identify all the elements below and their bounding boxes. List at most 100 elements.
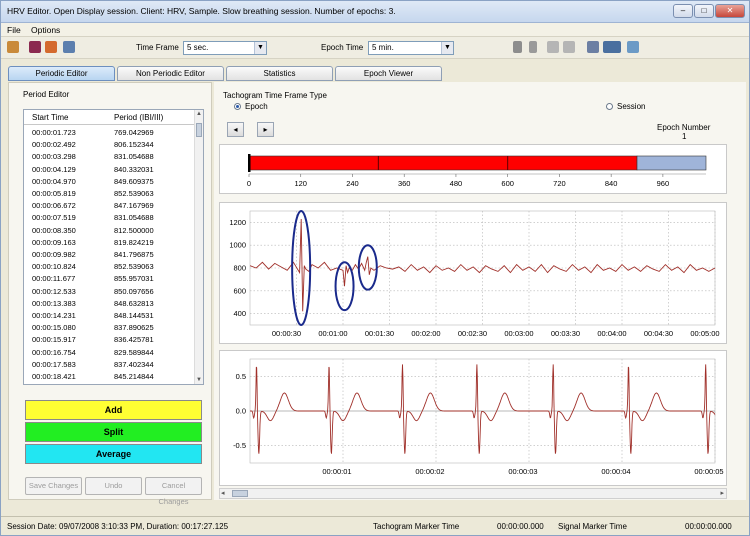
session-radio[interactable] [606, 103, 613, 110]
table-row[interactable]: 00:00:04.970 849.609375 [24, 175, 195, 188]
table-row[interactable]: 00:00:02.492 806.152344 [24, 138, 195, 151]
scroll-up-icon[interactable]: ▲ [196, 111, 202, 117]
epoch-radio[interactable] [234, 103, 241, 110]
tab-non-periodic-editor[interactable]: Non Periodic Editor [117, 66, 224, 81]
time-frame-label: Time Frame [136, 43, 179, 52]
tachogram-x-tick-label: 00:01:30 [365, 329, 394, 338]
tab-statistics[interactable]: Statistics [226, 66, 333, 81]
period-cell: 845.214844 [114, 372, 154, 381]
table-row[interactable]: 00:00:09.163 819.824219 [24, 236, 195, 249]
signal-scrollbar[interactable]: ◂ ▸ [219, 488, 727, 499]
epoch-radio-label: Epoch [245, 102, 268, 111]
start-time-cell: 00:00:03.298 [32, 152, 76, 162]
period-cell: 836.425781 [114, 335, 154, 345]
ecg-x-tick-label: 00:00:05 [694, 467, 723, 476]
save-changes-button[interactable]: Save Changes [25, 477, 82, 495]
start-time-cell: 00:00:15.080 [32, 323, 76, 333]
start-time-cell: 00:00:17.583 [32, 359, 76, 369]
menu-options[interactable]: Options [31, 25, 61, 35]
table-row[interactable]: 00:00:14.231 848.144531 [24, 309, 195, 322]
table-row[interactable]: 00:00:11.677 855.957031 [24, 272, 195, 285]
chart-icon[interactable] [587, 41, 599, 53]
scrollbar-thumb[interactable] [196, 123, 202, 137]
cursor-icon[interactable] [529, 41, 537, 53]
tachogram-y-tick-label: 1200 [229, 218, 246, 227]
table-row[interactable]: 00:00:05.819 852.539063 [24, 187, 195, 200]
table-row[interactable]: 00:00:13.383 848.632813 [24, 297, 195, 310]
start-time-cell: 00:00:02.492 [32, 140, 76, 150]
time-frame-value: 5 sec. [187, 43, 209, 52]
scroll-left-icon[interactable]: ◂ [221, 490, 225, 497]
menu-file[interactable]: File [7, 25, 21, 35]
table-row[interactable]: 00:00:15.080 837.890625 [24, 321, 195, 334]
tachogram-y-tick-label: 800 [233, 264, 246, 273]
period-cell: 837.890625 [114, 323, 154, 333]
epoch-time-select[interactable]: 5 min. ▼ [368, 41, 454, 55]
average-button[interactable]: Average [25, 444, 202, 464]
cancel-changes-button[interactable]: Cancel Changes [145, 477, 202, 506]
column-period[interactable]: Period (IBI/III) [114, 113, 164, 122]
period-cell: 850.097656 [114, 286, 154, 296]
tachogram-y-tick-label: 600 [233, 286, 246, 295]
period-cell: 812.500000 [114, 225, 154, 235]
add-button[interactable]: Add [25, 400, 202, 420]
table-row[interactable]: 00:00:04.129 840.332031 [24, 163, 195, 176]
title-bar: HRV Editor. Open Display session. Client… [1, 1, 749, 23]
ecg-signal-chart[interactable]: 0.5 0.0 -0.5 00:00:01 00:00:02 00:00:03 00:00:… [219, 350, 727, 486]
zoom-out-icon[interactable] [563, 41, 575, 53]
display-settings-icon[interactable] [603, 41, 621, 53]
frame-type-label: Tachogram Time Frame Type [223, 91, 327, 100]
period-cell: 831.054688 [114, 152, 154, 162]
scroll-right-icon[interactable]: ▸ [720, 490, 724, 497]
record-icon[interactable] [29, 41, 41, 53]
table-row[interactable]: 00:00:10.824 852.539063 [24, 260, 195, 273]
start-time-cell: 00:00:06.672 [32, 201, 76, 211]
time-frame-select[interactable]: 5 sec. ▼ [183, 41, 267, 55]
column-start-time[interactable]: Start Time [32, 113, 69, 122]
monitor-icon[interactable] [63, 41, 75, 53]
tab-periodic-editor[interactable]: Periodic Editor [8, 66, 115, 81]
table-row[interactable]: 00:00:03.298 831.054688 [24, 150, 195, 163]
start-time-cell: 00:00:16.754 [32, 347, 76, 357]
export-icon[interactable] [627, 41, 639, 53]
flame-icon[interactable] [45, 41, 57, 53]
open-session-icon[interactable] [7, 41, 19, 53]
tachogram-marker-value: 00:00:00.000 [497, 522, 544, 531]
maximize-button[interactable]: □ [694, 4, 714, 18]
table-row[interactable]: 00:00:12.533 850.097656 [24, 285, 195, 298]
zoom-in-icon[interactable] [547, 41, 559, 53]
epoch-number-label: Epoch Number [657, 123, 711, 132]
close-button[interactable]: ✕ [715, 4, 745, 18]
previous-epoch-button[interactable]: ◂ [227, 122, 244, 137]
period-list-scrollbar[interactable]: ▲ ▼ [194, 110, 203, 384]
start-time-cell: 00:00:07.519 [32, 213, 76, 223]
table-row[interactable]: 00:00:08.350 812.500000 [24, 224, 195, 237]
undo-button[interactable]: Undo [85, 477, 142, 495]
table-row[interactable]: 00:00:17.583 837.402344 [24, 358, 195, 371]
table-row[interactable]: 00:00:16.754 829.589844 [24, 346, 195, 359]
marker-icon[interactable] [513, 41, 522, 53]
minimize-button[interactable]: – [673, 4, 693, 18]
start-time-cell: 00:00:10.824 [32, 262, 76, 272]
table-row[interactable]: 00:00:01.723 769.042969 [24, 126, 195, 139]
scroll-down-icon[interactable]: ▼ [196, 377, 202, 383]
start-time-cell: 00:00:12.533 [32, 286, 76, 296]
table-row[interactable]: 00:00:06.672 847.167969 [24, 199, 195, 212]
table-row[interactable]: 00:00:18.421 845.214844 [24, 370, 195, 383]
start-time-cell: 00:00:11.677 [32, 274, 76, 284]
timeline-tick-label: 360 [398, 179, 411, 188]
next-epoch-button[interactable]: ▸ [257, 122, 274, 137]
table-row[interactable]: 00:00:09.982 841.796875 [24, 248, 195, 261]
tachogram-x-tick-label: 00:01:00 [318, 329, 347, 338]
table-row[interactable]: 00:00:15.917 836.425781 [24, 333, 195, 346]
split-button[interactable]: Split [25, 422, 202, 442]
epoch-timeline-chart[interactable]: 0 120 240 360 480 600 720 840 960 [219, 144, 727, 194]
period-cell: 855.957031 [114, 274, 154, 284]
table-row[interactable]: 00:00:07.519 831.054688 [24, 211, 195, 224]
tab-epoch-viewer[interactable]: Epoch Viewer [335, 66, 442, 81]
scrollbar-thumb[interactable] [232, 490, 248, 497]
tachogram-chart[interactable]: 400 600 800 1000 1200 00:00:30 00:01:00 00:01:3… [219, 202, 727, 344]
period-list[interactable]: Start Time Period (IBI/III) 00:00:01.723… [23, 109, 204, 385]
ecg-x-tick-label: 00:00:02 [415, 467, 444, 476]
